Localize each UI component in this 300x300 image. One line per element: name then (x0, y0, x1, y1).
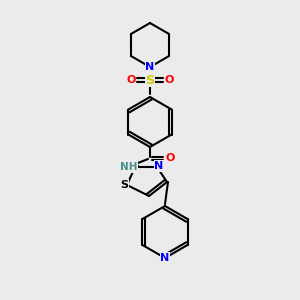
Text: S: S (120, 180, 128, 190)
Text: O: O (164, 75, 174, 85)
Text: O: O (126, 75, 136, 85)
Text: O: O (165, 153, 175, 163)
Text: S: S (146, 74, 154, 86)
Text: N: N (160, 253, 169, 263)
Text: N: N (146, 62, 154, 72)
Text: N: N (154, 161, 164, 171)
Text: NH: NH (120, 162, 138, 172)
